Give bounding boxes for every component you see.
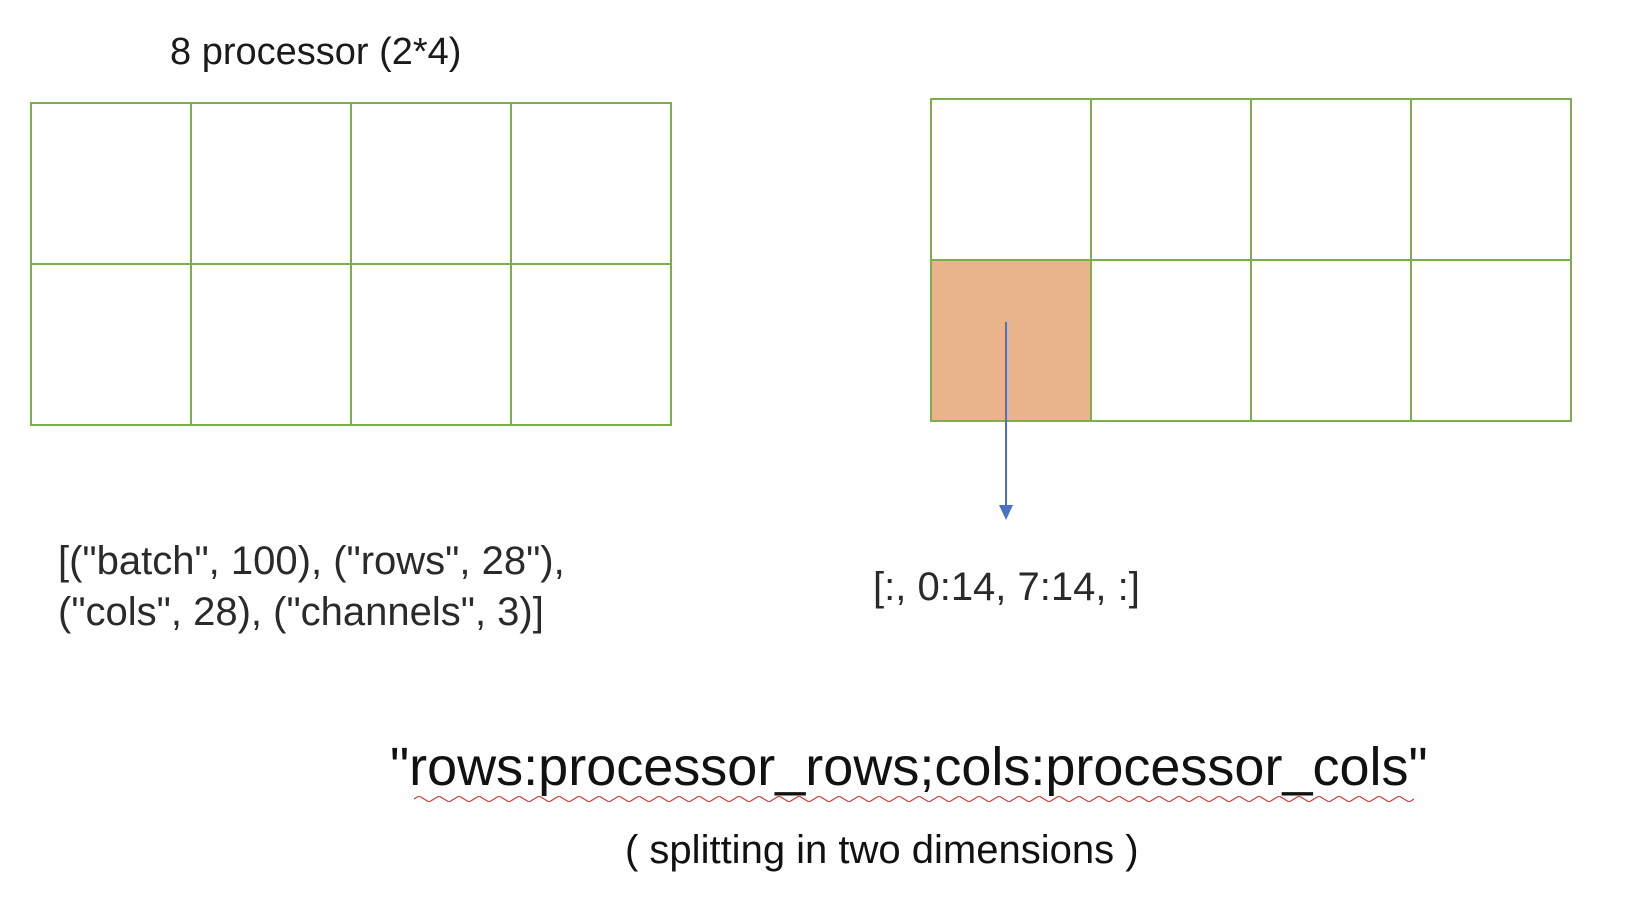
tensor-shape-line-2: ("cols", 28), ("channels", 3)]	[58, 590, 544, 634]
diagram-caption: ( splitting in two dimensions )	[625, 828, 1139, 872]
processor-cell-highlighted	[932, 261, 1092, 422]
processor-cell	[192, 104, 352, 265]
processor-cell	[1092, 261, 1252, 422]
processor-cell	[352, 104, 512, 265]
processor-cell	[1412, 100, 1572, 261]
tensor-shape-text: [("batch", 100), ("rows", 28"), ("cols",…	[58, 536, 565, 638]
processor-cell	[932, 100, 1092, 261]
processor-cell	[32, 265, 192, 426]
processor-cell	[1252, 100, 1412, 261]
processor-cell	[352, 265, 512, 426]
processor-cell	[1252, 261, 1412, 422]
processor-cell	[32, 104, 192, 265]
processor-cell	[192, 265, 352, 426]
spellcheck-underline	[414, 796, 1414, 802]
layout-string: "rows:processor_rows;cols:processor_cols…	[390, 736, 1428, 802]
tensor-shape-line-1: [("batch", 100), ("rows", 28"),	[58, 539, 565, 583]
diagram-title: 8 processor (2*4)	[170, 31, 462, 73]
processor-grid-left	[30, 102, 672, 426]
processor-grid-right	[930, 98, 1572, 422]
processor-cell	[1092, 100, 1252, 261]
processor-cell	[1412, 261, 1572, 422]
arrow-head	[999, 505, 1013, 520]
processor-cell	[512, 265, 672, 426]
layout-string-text: "rows:processor_rows;cols:processor_cols…	[390, 737, 1428, 797]
slice-text: [:, 0:14, 7:14, :]	[873, 565, 1140, 609]
processor-cell	[512, 104, 672, 265]
